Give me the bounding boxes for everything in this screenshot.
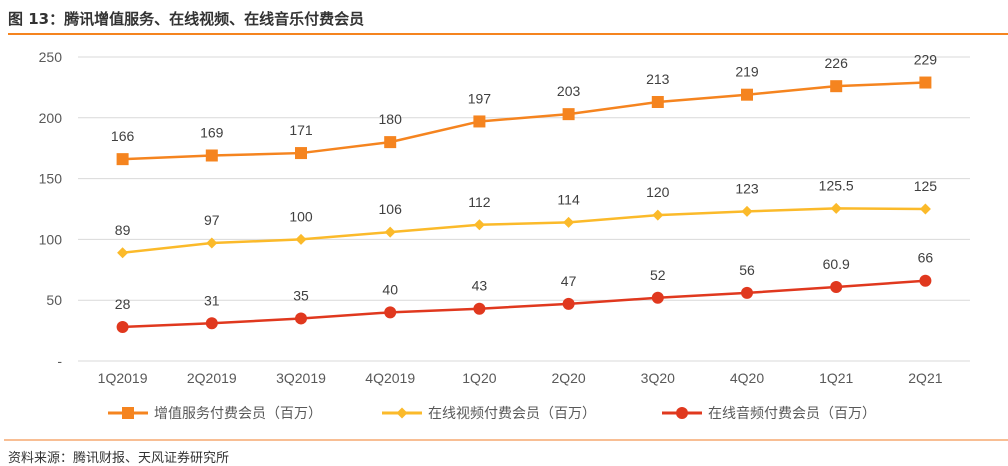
legend-marker [396,407,408,419]
x-tick-label: 4Q2019 [365,370,415,386]
data-point [473,219,485,231]
figure-title: 图 13：腾讯增值服务、在线视频、在线音乐付费会员 [8,10,365,28]
data-label: 97 [204,212,220,228]
data-label: 40 [382,281,398,297]
footer-divider [4,439,1008,441]
x-tick-label: 3Q20 [641,370,675,386]
data-label: 35 [293,287,309,303]
data-label: 47 [561,273,577,289]
data-label: 120 [646,184,670,200]
data-point [473,115,486,128]
data-label: 123 [735,180,759,196]
data-point [206,237,218,249]
data-label: 219 [735,64,759,80]
data-label: 60.9 [823,256,850,272]
title-divider [8,33,1008,35]
source-note: 资料来源：腾讯财报、天风证券研究所 [8,451,230,466]
data-point [116,320,129,333]
x-tick-label: 4Q20 [730,370,764,386]
data-point [295,147,307,160]
data-point [205,317,218,330]
legend-label: 在线音频付费会员（百万） [708,405,876,421]
data-label: 169 [200,124,224,140]
data-label: 89 [115,222,131,238]
data-point [384,306,397,319]
data-point [295,312,307,325]
data-label: 100 [289,208,313,224]
data-point [830,202,842,214]
data-point [830,80,843,93]
data-point [651,291,664,304]
data-point [473,302,486,315]
data-point [919,203,931,215]
data-label: 213 [646,71,670,87]
data-point [562,297,575,310]
y-tick-label: - [57,353,62,369]
data-point [741,286,753,299]
data-point [919,76,932,89]
data-label: 52 [650,267,666,283]
data-label: 171 [289,122,313,138]
data-point [652,209,664,221]
x-tick-label: 2Q2019 [187,370,237,386]
data-point [116,153,129,166]
legend-label: 增值服务付费会员（百万） [154,405,322,421]
x-tick-label: 1Q21 [819,370,853,386]
data-point [741,88,753,101]
legend-label: 在线视频付费会员（百万） [428,405,596,421]
data-point [384,226,396,238]
data-label: 125 [914,178,938,194]
legend-marker [676,407,688,419]
data-label: 28 [115,296,131,312]
data-point [384,136,397,149]
data-label: 203 [557,83,581,99]
data-label: 106 [379,201,403,217]
data-point [651,95,664,108]
y-tick-label: 50 [46,292,62,308]
data-label: 66 [918,250,934,266]
data-label: 197 [468,90,492,106]
x-tick-label: 1Q20 [462,370,496,386]
legend-marker [122,407,134,419]
data-point [919,274,932,287]
x-tick-label: 2Q20 [551,370,585,386]
data-point [117,247,129,259]
x-tick-label: 1Q2019 [98,370,148,386]
y-tick-label: 100 [39,231,63,247]
data-point [295,233,307,245]
data-label: 166 [111,128,135,144]
x-tick-label: 2Q21 [908,370,942,386]
y-tick-label: 250 [39,49,63,65]
data-label: 226 [825,55,849,71]
data-label: 229 [914,52,938,68]
data-point [562,108,575,121]
data-label: 180 [379,111,403,127]
data-point [830,280,843,293]
x-tick-label: 3Q2019 [276,370,326,386]
y-tick-label: 200 [39,110,63,126]
data-label: 43 [472,278,488,294]
data-label: 56 [739,262,755,278]
data-label: 112 [468,194,491,210]
data-point [741,205,753,217]
series-line [122,207,926,255]
data-point [205,149,218,162]
y-tick-label: 150 [39,171,63,187]
data-label: 31 [204,292,220,308]
data-point [563,216,575,228]
data-label: 125.5 [819,177,854,193]
series-line [122,279,926,329]
series-line [122,81,926,161]
data-label: 114 [557,191,580,207]
